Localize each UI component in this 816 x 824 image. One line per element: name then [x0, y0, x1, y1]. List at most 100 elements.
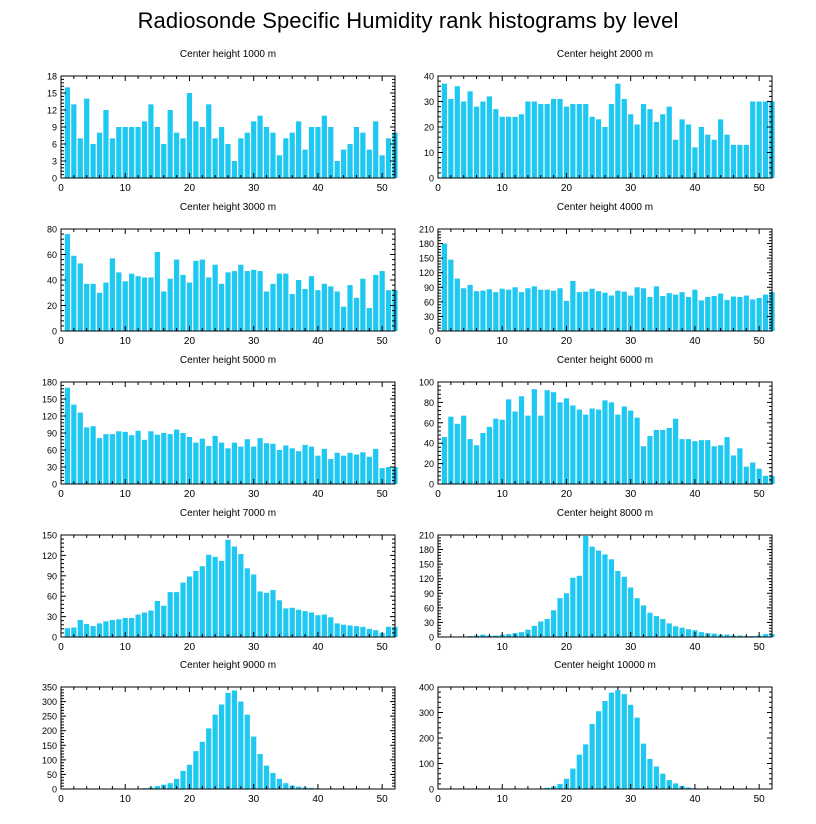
y-tick-label: 3 [52, 157, 57, 167]
histogram-bar [615, 570, 621, 637]
histogram-bar [315, 615, 321, 637]
histogram-bar [705, 134, 711, 178]
histogram-bar [141, 121, 148, 178]
histogram-bar [576, 104, 582, 178]
y-tick-label: 300 [42, 697, 57, 707]
histogram-bar [270, 772, 276, 789]
histogram-bar [231, 690, 238, 789]
histogram-bar [263, 765, 270, 789]
y-tick-label: 12 [47, 106, 57, 116]
histogram-bar [512, 287, 518, 331]
histogram-bar [647, 758, 653, 789]
histogram-bar [724, 634, 730, 637]
y-tick-label: 60 [424, 297, 434, 307]
histogram-bar [263, 592, 270, 637]
histogram-bar [653, 429, 659, 484]
histogram-bar [64, 628, 71, 637]
y-tick-label: 90 [424, 283, 434, 293]
histogram-bar [283, 445, 289, 484]
histogram-bar [257, 271, 263, 331]
y-tick-label: 90 [47, 571, 57, 581]
histogram-bar [615, 690, 621, 789]
x-tick-label: 50 [754, 183, 766, 194]
histogram-bar [373, 630, 379, 637]
histogram-bar [251, 736, 257, 789]
y-tick-label: 0 [429, 327, 434, 337]
histogram-bar [743, 144, 749, 178]
histogram-bar [615, 290, 621, 331]
histogram-bar [480, 290, 486, 331]
histogram-bar [634, 717, 640, 789]
histogram-bar [647, 612, 653, 637]
histogram-bar [640, 288, 647, 331]
histogram-bar [90, 626, 96, 637]
y-tick-label: 0 [52, 633, 57, 643]
histogram-bar [448, 259, 454, 331]
histogram-bar [506, 399, 512, 484]
y-tick-label: 30 [424, 97, 434, 107]
histogram-bar [109, 258, 115, 331]
histogram-bar [493, 418, 499, 484]
histogram-bar [167, 278, 173, 331]
panel-title: Center height 5000 m [180, 355, 276, 366]
panel-title: Center height 10000 m [554, 660, 656, 671]
panel-title: Center height 1000 m [180, 49, 276, 60]
y-tick-label: 100 [419, 378, 434, 388]
histogram-bar [653, 616, 659, 637]
histogram-bar [270, 132, 276, 178]
histogram-bar [231, 442, 238, 484]
histogram-bar [289, 607, 295, 637]
histogram-bar [116, 619, 122, 637]
histogram-bar [576, 409, 582, 484]
x-tick-label: 40 [312, 794, 324, 805]
histogram-bar [660, 114, 666, 178]
histogram-bar [84, 427, 90, 484]
y-tick-label: 150 [419, 560, 434, 570]
histogram-bar [270, 443, 276, 484]
histogram-bar [602, 554, 608, 637]
histogram-bar [302, 149, 308, 178]
y-tick-label: 40 [47, 276, 57, 286]
histogram-panel: Center height 8000 m 0 10 20 30 40 50 0 30 60 90 12… [419, 508, 775, 653]
x-tick-label: 30 [625, 336, 637, 347]
y-tick-label: 150 [42, 741, 57, 751]
histogram-bar [122, 617, 128, 637]
histogram-bar [186, 436, 193, 484]
x-tick-label: 50 [377, 336, 389, 347]
histogram-bar [461, 288, 467, 331]
histogram-bar [167, 783, 173, 789]
x-tick-label: 50 [377, 794, 389, 805]
histogram-bar [621, 576, 627, 637]
histogram-bar [109, 138, 115, 178]
y-tick-label: 90 [424, 589, 434, 599]
x-tick-label: 50 [754, 642, 766, 653]
histogram-bar [737, 448, 743, 484]
histogram-bar [154, 251, 160, 331]
x-tick-label: 10 [120, 642, 132, 653]
histogram-bar [186, 282, 193, 331]
histogram-bar [628, 587, 634, 637]
histogram-bar [756, 297, 762, 331]
histogram-bar [506, 634, 512, 637]
histogram-bar [366, 149, 372, 178]
histogram-bar [583, 414, 589, 484]
histogram-bar [251, 269, 257, 331]
histogram-bar [634, 287, 640, 331]
histogram-bar [379, 271, 385, 331]
y-tick-label: 150 [42, 531, 57, 541]
histogram-bar [283, 783, 289, 789]
histogram-bar [762, 294, 769, 331]
x-tick-label: 50 [377, 489, 389, 500]
histogram-bar [602, 292, 608, 331]
histogram-bar [583, 535, 589, 637]
histogram-bar [341, 149, 347, 178]
histogram-bar [122, 431, 128, 484]
histogram-bar [653, 121, 659, 178]
histogram-bar [467, 91, 473, 178]
x-tick-label: 30 [625, 794, 637, 805]
y-tick-label: 250 [42, 712, 57, 722]
y-tick-label: 0 [52, 327, 57, 337]
histogram-bar [762, 634, 769, 637]
x-tick-label: 10 [120, 794, 132, 805]
x-tick-label: 10 [497, 183, 509, 194]
